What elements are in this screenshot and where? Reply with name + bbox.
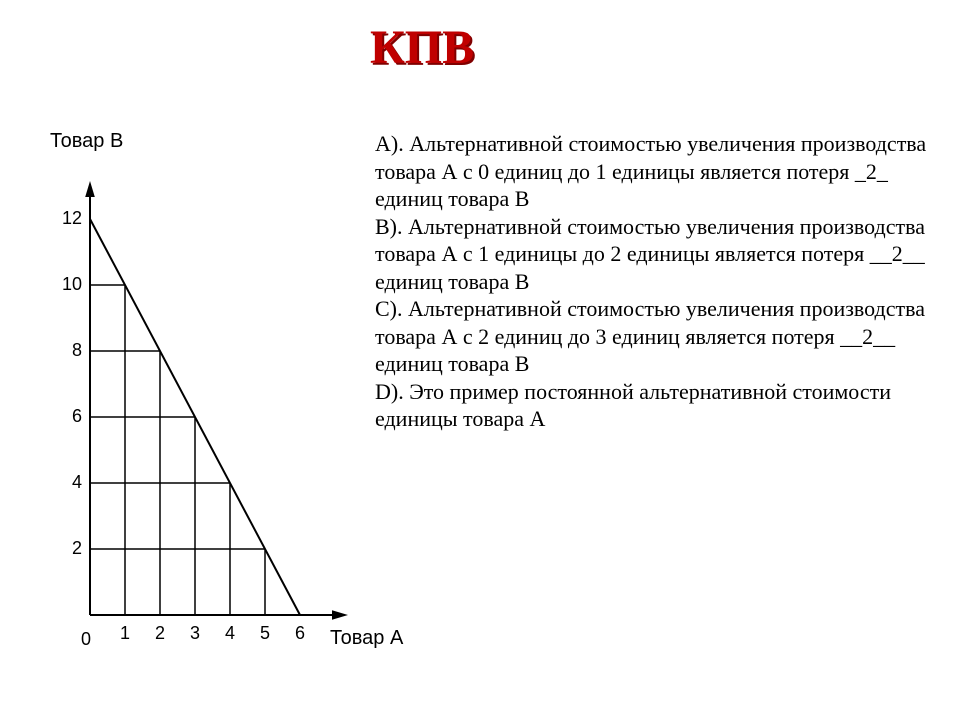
question-paragraph: В). Альтернативной стоимостью увеличения… <box>375 213 935 296</box>
x-axis-label: Товар А <box>330 627 403 650</box>
y-tick-label: 12 <box>52 208 82 229</box>
page-title: КПВ <box>370 20 474 75</box>
question-paragraph: D). Это пример постоянной альтернативной… <box>375 378 935 433</box>
x-tick-label: 2 <box>150 623 170 644</box>
x-tick-label: 6 <box>290 623 310 644</box>
x-tick-label: 1 <box>115 623 135 644</box>
question-paragraph: С). Альтернативной стоимостью увеличения… <box>375 295 935 378</box>
y-tick-label: 10 <box>52 274 82 295</box>
y-tick-label: 6 <box>52 406 82 427</box>
question-text: А). Альтернативной стоимостью увеличения… <box>375 130 935 433</box>
ppf-chart <box>50 145 400 660</box>
x-tick-label: 4 <box>220 623 240 644</box>
x-tick-label: 5 <box>255 623 275 644</box>
y-tick-label: 8 <box>52 340 82 361</box>
x-tick-label: 3 <box>185 623 205 644</box>
question-paragraph: А). Альтернативной стоимостью увеличения… <box>375 130 935 213</box>
y-tick-label: 2 <box>52 538 82 559</box>
y-tick-label: 4 <box>52 472 82 493</box>
chart-svg <box>50 145 400 655</box>
x-tick-label: 0 <box>76 629 96 650</box>
y-axis-label: Товар В <box>50 130 123 153</box>
